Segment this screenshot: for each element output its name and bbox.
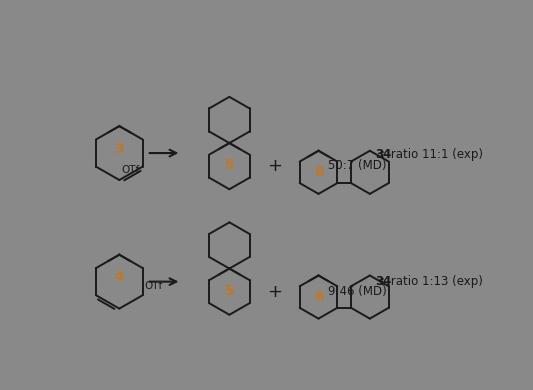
Text: 4: 4 bbox=[383, 275, 391, 288]
Text: 6: 6 bbox=[314, 165, 324, 179]
Text: 4: 4 bbox=[383, 149, 391, 161]
Text: ratio 11:1 (exp): ratio 11:1 (exp) bbox=[387, 149, 483, 161]
Text: :: : bbox=[379, 275, 385, 288]
Text: 3: 3 bbox=[115, 142, 124, 156]
Text: 6: 6 bbox=[314, 290, 324, 304]
Text: 5: 5 bbox=[224, 284, 234, 298]
Text: 3: 3 bbox=[375, 149, 383, 161]
Text: OTf: OTf bbox=[144, 280, 163, 291]
Text: +: + bbox=[267, 283, 282, 301]
Text: 5: 5 bbox=[224, 158, 234, 172]
Text: 4: 4 bbox=[115, 270, 124, 284]
Text: ratio 1:13 (exp): ratio 1:13 (exp) bbox=[387, 275, 482, 288]
Text: OTf: OTf bbox=[121, 165, 139, 176]
Text: 3: 3 bbox=[375, 275, 383, 288]
Text: 50:7 (MD): 50:7 (MD) bbox=[328, 159, 387, 172]
Text: :: : bbox=[379, 149, 385, 161]
Text: 9:46 (MD): 9:46 (MD) bbox=[328, 285, 387, 298]
Text: +: + bbox=[267, 157, 282, 175]
